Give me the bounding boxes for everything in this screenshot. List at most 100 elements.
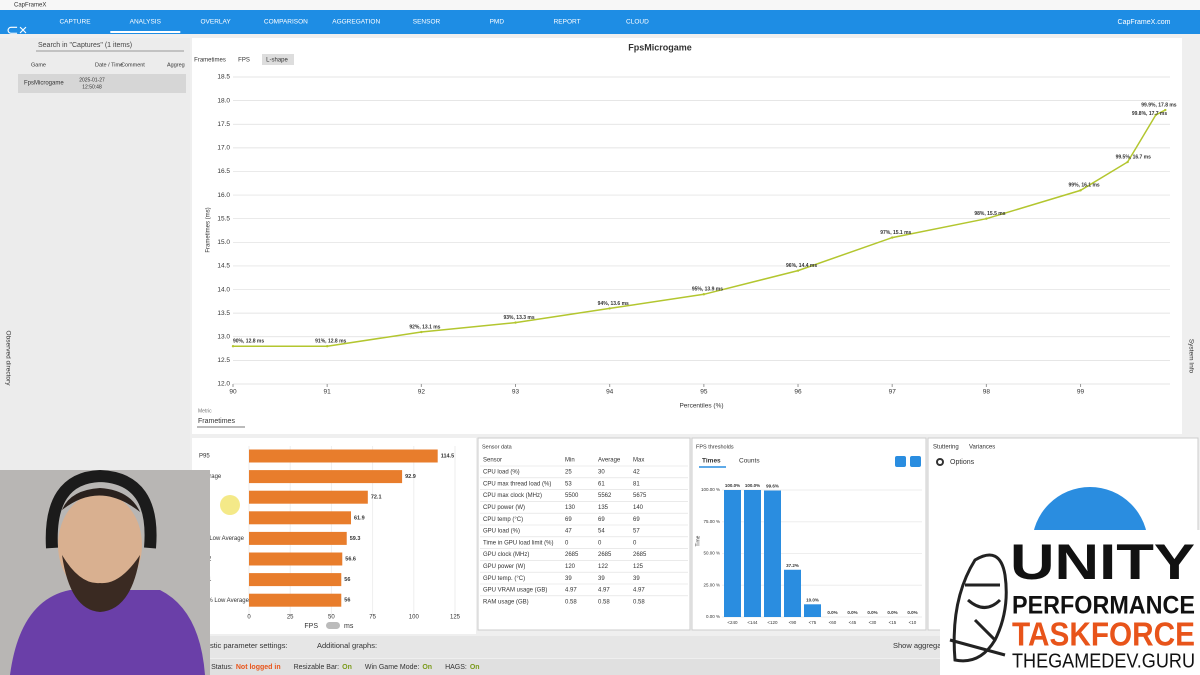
x-tick-label: 90	[229, 389, 237, 396]
table-cell: 125	[633, 564, 644, 570]
cursor-highlight	[220, 495, 240, 515]
y-tick-label: 100.00 %	[701, 487, 720, 492]
bar	[249, 449, 438, 463]
logo-text: THEGAMEDEV.GURU	[1012, 650, 1195, 672]
nav-tab[interactable]: AGGREGATION	[332, 19, 380, 26]
y-axis-title: Frametimes (ms)	[206, 207, 212, 252]
data-label: 98%, 15.5 ms	[974, 211, 1005, 217]
metric-label: Metric	[198, 408, 212, 414]
face	[58, 493, 142, 597]
table-cell: GPU power (W)	[483, 564, 525, 570]
logo-bg	[940, 530, 1200, 675]
bar	[249, 593, 342, 607]
value-label: 114.5	[441, 453, 454, 459]
data-label: 90%, 12.8 ms	[233, 339, 264, 345]
bar	[764, 490, 781, 617]
nav-tab[interactable]: REPORT	[554, 19, 581, 26]
table-cell: 39	[633, 576, 640, 582]
logo-text: PERFORMANCE	[1012, 592, 1195, 620]
point	[1154, 113, 1158, 116]
x-tick-label: <60	[829, 620, 837, 625]
value-label: 0.0%	[847, 610, 857, 615]
x-tick-label: 92	[418, 389, 426, 396]
chart-tab[interactable]: FPS	[238, 58, 250, 64]
search-box[interactable]: Search in "Captures" (1 items)	[38, 42, 132, 49]
headphones	[45, 469, 157, 549]
tab[interactable]: Stuttering	[933, 445, 959, 451]
y-tick-label: 18.0	[217, 97, 230, 104]
webcam-overlay	[0, 469, 240, 675]
table-cell: 0.58	[598, 599, 610, 605]
point	[325, 345, 329, 348]
table-cell: 4.97	[565, 588, 577, 594]
value-label: 100.0%	[745, 483, 760, 488]
hair	[62, 488, 140, 512]
table-cell: CPU max clock (MHz)	[483, 493, 542, 499]
nav-tab[interactable]: SENSOR	[413, 19, 441, 26]
value-label: 72.1	[371, 495, 382, 501]
nav-tab[interactable]: OVERLAY	[200, 19, 231, 26]
table-cell: 39	[565, 576, 572, 582]
panel-title: Sensor data	[482, 444, 513, 450]
nav-tab[interactable]: ANALYSIS	[130, 19, 162, 26]
column-header: Comment	[121, 62, 145, 68]
bar	[249, 470, 403, 484]
y-tick-label: 12.0	[217, 381, 230, 388]
tab[interactable]: Variances	[969, 445, 995, 451]
value-label: 0.0%	[887, 610, 897, 615]
shirt	[10, 590, 205, 675]
x-tick-label: 93	[512, 389, 520, 396]
tab[interactable]: Times	[702, 458, 721, 465]
chart-tab[interactable]: Frametimes	[194, 58, 226, 64]
y-tick-label: 25.00 %	[703, 582, 720, 587]
point	[1164, 108, 1167, 112]
data-label: 93%, 13.3 ms	[504, 315, 535, 321]
tab[interactable]: Counts	[739, 458, 760, 465]
chart-tab[interactable]: L-shape	[266, 58, 288, 64]
table-header: Min	[565, 458, 575, 464]
point	[890, 236, 894, 239]
category-label: 1% Low Average	[199, 536, 245, 542]
table-cell: 120	[565, 564, 576, 570]
table-header: Sensor	[483, 458, 502, 464]
nav-tab[interactable]: PMD	[490, 19, 505, 26]
table-cell: 0	[598, 540, 602, 546]
category-label: 0.1% Low Average	[199, 598, 250, 604]
x-tick-label: 50	[328, 615, 335, 621]
y-tick-label: 15.5	[217, 215, 230, 222]
bar	[249, 531, 347, 545]
x-tick-label: <30	[869, 620, 877, 625]
settings-label[interactable]: Statistic parameter settings:	[195, 641, 288, 650]
point	[702, 293, 706, 296]
column-header: Date / Time	[95, 62, 123, 68]
table-cell: 2685	[598, 552, 612, 558]
column-header: Game	[31, 62, 46, 68]
icon-button[interactable]	[910, 456, 921, 467]
aggregation-label[interactable]: Show aggregation	[893, 641, 953, 650]
side-label: System Info	[1187, 339, 1194, 374]
options-button[interactable]: Options	[950, 459, 975, 466]
nav-tab[interactable]: CLOUD	[626, 19, 649, 26]
data-label: 99%, 16.1 ms	[1069, 183, 1100, 189]
x-tick-label: 91	[324, 389, 332, 396]
table-cell: GPU VRAM usage (GB)	[483, 588, 547, 594]
data-label: 95%, 13.9 ms	[692, 287, 723, 293]
x-tick-label: 96	[794, 389, 802, 396]
x-tick-label: 100	[409, 615, 420, 621]
x-tick-label: <45	[849, 620, 857, 625]
nav-tab[interactable]: CAPTURE	[59, 19, 91, 26]
graphs-label[interactable]: Additional graphs:	[317, 641, 377, 650]
point	[514, 321, 517, 324]
x-tick-label: <75	[809, 620, 817, 625]
table-cell: 0	[633, 540, 637, 546]
metric-dropdown[interactable]: Frametimes	[198, 418, 235, 425]
nav-tab[interactable]: COMPARISON	[264, 19, 308, 26]
value-label: 0.0%	[867, 610, 877, 615]
value-label: 99.6%	[766, 484, 779, 489]
unit-toggle[interactable]	[326, 622, 340, 629]
point	[1126, 160, 1129, 164]
icon-button[interactable]	[895, 456, 906, 467]
data-label: 96%, 14.4 ms	[786, 263, 817, 269]
site-link[interactable]: CapFrameX.com	[1118, 19, 1171, 26]
